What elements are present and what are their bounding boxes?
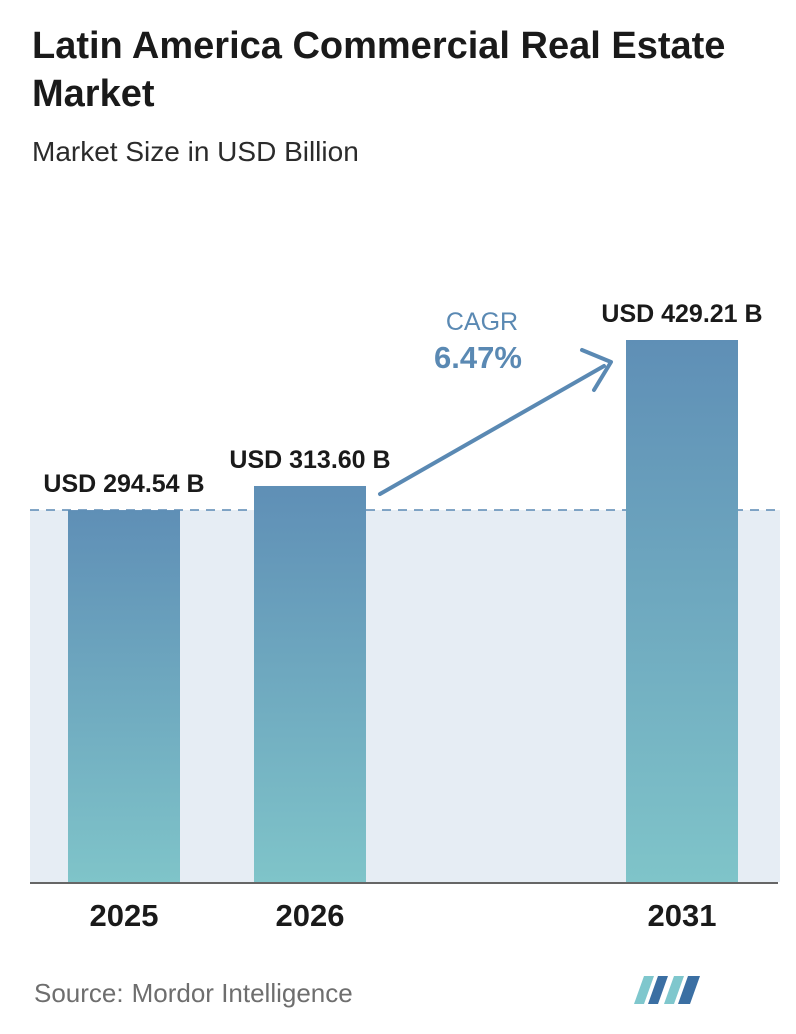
- source-label: Source:: [34, 978, 124, 1008]
- chart-subtitle: Market Size in USD Billion: [32, 136, 359, 167]
- logo-shape-2: [648, 976, 668, 1004]
- logo-shape-1: [634, 976, 654, 1004]
- bar-chart: USD 294.54 B USD 313.60 B USD 429.21 B 202…: [30, 300, 780, 933]
- chart-title: Latin America Commercial Real Estate Mar…: [32, 25, 726, 115]
- x-tick-label-2026: 2026: [276, 898, 345, 933]
- bar-2031: [626, 340, 738, 882]
- mordor-intelligence-logo: [634, 976, 700, 1004]
- value-label-2031: USD 429.21 B: [601, 300, 762, 328]
- cagr-arrow-head: [580, 348, 613, 392]
- logo-shape-4: [678, 976, 700, 1004]
- value-label-2026: USD 313.60 B: [229, 446, 390, 474]
- source-name: Mordor Intelligence: [131, 978, 353, 1008]
- bar-2026: [254, 485, 366, 882]
- x-tick-label-2025: 2025: [90, 898, 159, 933]
- bar-2025: [68, 510, 180, 882]
- source-line: Source: Mordor Intelligence: [34, 976, 353, 1010]
- cagr-arrow-line: [378, 364, 606, 496]
- value-label-2025: USD 294.54 B: [43, 470, 204, 498]
- cagr-label: CAGR: [446, 308, 518, 336]
- x-tick-label-2031: 2031: [648, 898, 717, 933]
- cagr-value: 6.47%: [434, 340, 522, 375]
- logo-shape-3: [664, 976, 684, 1004]
